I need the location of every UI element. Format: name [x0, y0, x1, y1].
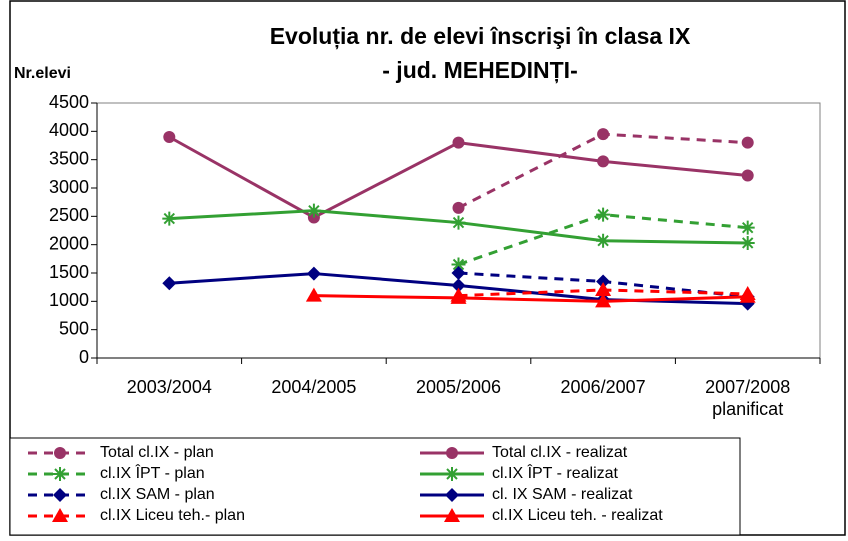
x-tick-label-box: 2003/2004 [126, 377, 212, 397]
marker [452, 136, 465, 149]
marker [450, 289, 467, 304]
legend-label: cl.IX Liceu teh.- plan [100, 507, 245, 524]
y-tick-label: 1500 [49, 262, 89, 282]
legend-label: cl. IX SAM - realizat [492, 486, 633, 503]
marker [596, 274, 611, 289]
marker [53, 488, 67, 502]
x-tick-label: 2003/2004 [126, 377, 212, 397]
marker [451, 278, 466, 293]
marker [444, 508, 460, 522]
y-tick-label: 2500 [49, 205, 89, 225]
marker [741, 136, 754, 149]
marker [595, 293, 612, 308]
marker [596, 207, 611, 222]
marker [162, 211, 177, 226]
marker [445, 488, 459, 502]
marker [451, 266, 466, 280]
x-tick-label: 2004/2005 [271, 377, 357, 397]
legend-label: cl.IX SAM - plan [100, 486, 215, 503]
marker [445, 467, 459, 481]
legend-label: Total cl.IX - realizat [492, 444, 628, 461]
marker [597, 128, 610, 141]
marker [596, 233, 611, 248]
marker [741, 169, 754, 182]
marker [54, 447, 66, 459]
marker [740, 235, 755, 250]
legend-label: cl.IX ÎPT - plan [100, 463, 205, 482]
x-tick-label-box: 2006/2007 [560, 377, 646, 397]
chart-subtitle: - jud. MEHEDINȚI- [382, 57, 577, 83]
marker [306, 266, 321, 281]
legend-label: cl.IX Liceu teh. - realizat [492, 507, 663, 524]
marker [163, 131, 176, 143]
legend-label: cl.IX ÎPT - realizat [492, 463, 619, 482]
y-tick-label: 500 [59, 318, 89, 338]
marker [451, 215, 466, 230]
chart-title: Evoluția nr. de elevi înscrişi în clasa … [270, 23, 691, 50]
y-tick-label: 2000 [49, 233, 89, 253]
series-line [313, 294, 748, 303]
y-tick-label: 3500 [49, 148, 89, 168]
legend-box [9, 437, 741, 536]
x-tick-label: 2007/2008 planificat [705, 377, 791, 419]
y-axis-label: Nr.elevi [14, 65, 71, 82]
legend-label: Total cl.IX - plan [100, 444, 214, 461]
x-tick-label-box: 2005/2006 [415, 377, 502, 397]
marker [53, 467, 67, 481]
marker [52, 508, 68, 522]
x-tick-label: 2006/2007 [560, 377, 646, 397]
marker [597, 155, 610, 168]
x-tick-label-box: 2004/2005 [271, 377, 357, 397]
x-tick-label-box: 2007/2008 planificat [705, 377, 791, 419]
marker [162, 276, 177, 291]
marker [446, 447, 458, 459]
y-tick-label: 4000 [49, 120, 89, 140]
y-tick-label: 4500 [49, 92, 89, 112]
y-tick-label: 1000 [49, 290, 89, 310]
y-tick-label: 0 [79, 347, 89, 367]
marker [305, 287, 322, 302]
marker [451, 257, 466, 272]
marker [452, 201, 465, 214]
marker [739, 288, 756, 303]
marker [306, 203, 321, 218]
y-tick-label: 3000 [49, 177, 89, 197]
marker [595, 282, 612, 296]
x-tick-label: 2005/2006 [415, 377, 502, 397]
marker [740, 220, 755, 235]
